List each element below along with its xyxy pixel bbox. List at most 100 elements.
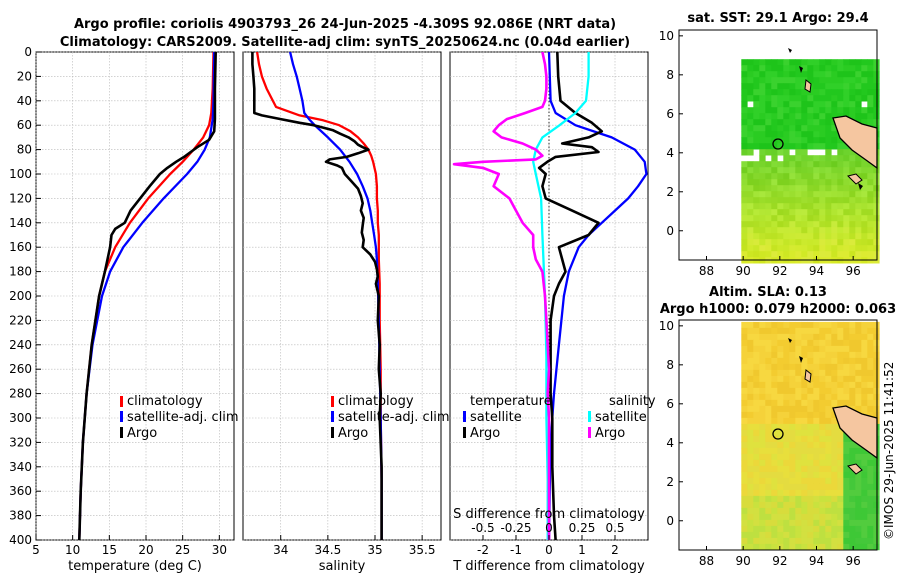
- map-cell: [789, 221, 796, 228]
- map-cell: [861, 507, 868, 515]
- map-cell: [813, 495, 820, 503]
- map-cell: [813, 327, 820, 335]
- map-cell: [795, 345, 802, 353]
- s-tick-label: 0.5: [605, 521, 624, 535]
- map-cell: [819, 363, 826, 371]
- map-cell: [753, 441, 760, 449]
- map-cell: [747, 513, 754, 521]
- map-cell: [777, 185, 784, 192]
- map-cell: [849, 221, 856, 228]
- x-tick-label: 34: [273, 543, 288, 557]
- map-cell: [771, 59, 778, 66]
- imos-timestamp: ©IMOS 29-Jun-2025 11:41:52: [882, 362, 896, 540]
- map-cell: [765, 89, 772, 96]
- map-cell: [765, 375, 772, 383]
- map-cell: [813, 59, 820, 66]
- map-cell: [777, 209, 784, 216]
- y-tick-label: 0: [666, 514, 674, 528]
- map-cell: [777, 197, 784, 204]
- map-cell: [753, 483, 760, 491]
- map-cell: [795, 327, 802, 335]
- map-cell: [771, 107, 778, 114]
- map-cell: [801, 251, 808, 258]
- map-cell: [795, 179, 802, 186]
- map-cell: [801, 525, 808, 533]
- map-cell: [741, 465, 748, 473]
- mentawai-islands: [847, 173, 863, 185]
- map-cell: [777, 513, 784, 521]
- map-cell: [807, 131, 814, 138]
- map-cell: [747, 215, 754, 222]
- map-cell: [789, 137, 796, 144]
- temperature-xlabel: temperature (deg C): [68, 559, 202, 574]
- map-cell: [837, 363, 844, 371]
- map-cell: [753, 173, 760, 180]
- map-cell: [807, 393, 814, 401]
- map-cell: [753, 239, 760, 246]
- map-cell: [771, 215, 778, 222]
- map-cell: [753, 429, 760, 437]
- map-cell: [843, 399, 850, 407]
- map-cell: [861, 465, 868, 473]
- map-cell: [789, 345, 796, 353]
- map-cell: [759, 417, 766, 425]
- map-cell: [819, 453, 826, 461]
- map-cell: [807, 501, 814, 509]
- andaman-islets: [788, 338, 792, 343]
- map-cell: [825, 387, 832, 395]
- map-cell: [849, 89, 856, 96]
- map-cell: [831, 161, 838, 168]
- map-cell: [807, 143, 814, 150]
- map-cell: [873, 77, 880, 84]
- map-cell: [765, 161, 772, 168]
- map-cell: [819, 89, 826, 96]
- map-cell: [867, 399, 874, 407]
- map-cell: [855, 65, 862, 72]
- map-cell: [825, 423, 832, 431]
- map-cell: [849, 161, 856, 168]
- map-cell: [771, 143, 778, 150]
- map-cell: [759, 513, 766, 521]
- map-cell: [741, 495, 748, 503]
- map-cell: [753, 161, 760, 168]
- map-cell: [759, 197, 766, 204]
- map-cell: [867, 483, 874, 491]
- map-cell: [777, 537, 784, 545]
- map-cell: [771, 125, 778, 132]
- map-cell: [837, 489, 844, 497]
- map-cell: [831, 489, 838, 497]
- map-cell: [789, 83, 796, 90]
- map-cell: [861, 77, 868, 84]
- map-cell: [807, 429, 814, 437]
- map-cell: [759, 411, 766, 419]
- map-cell: [771, 375, 778, 383]
- map-cell: [813, 405, 820, 413]
- map-cell: [849, 381, 856, 389]
- map-cell: [765, 203, 772, 210]
- map-cell: [795, 513, 802, 521]
- map-cell: [843, 155, 850, 162]
- map-cell: [783, 227, 790, 234]
- map-cell: [747, 507, 754, 515]
- map-cell: [843, 95, 850, 102]
- map-cell: [753, 101, 760, 108]
- map-cell: [831, 197, 838, 204]
- map-cell: [795, 537, 802, 545]
- map-cell: [765, 83, 772, 90]
- difference-legend: temperature salinity satellite Argo sate…: [463, 394, 656, 441]
- map-cell: [873, 387, 880, 395]
- map-cell: [753, 185, 760, 192]
- map-cell: [873, 531, 880, 539]
- map-cell: [831, 321, 838, 329]
- map-cell: [813, 131, 820, 138]
- map-cell: [801, 405, 808, 413]
- map-cell: [825, 477, 832, 485]
- map-cell: [867, 239, 874, 246]
- map-cell: [813, 339, 820, 347]
- map-cell: [825, 239, 832, 246]
- difference-xlabel: T difference from climatology: [452, 559, 645, 574]
- map-cell: [801, 435, 808, 443]
- map-cell: [825, 125, 832, 132]
- map-cell: [753, 227, 760, 234]
- map-cell: [849, 495, 856, 503]
